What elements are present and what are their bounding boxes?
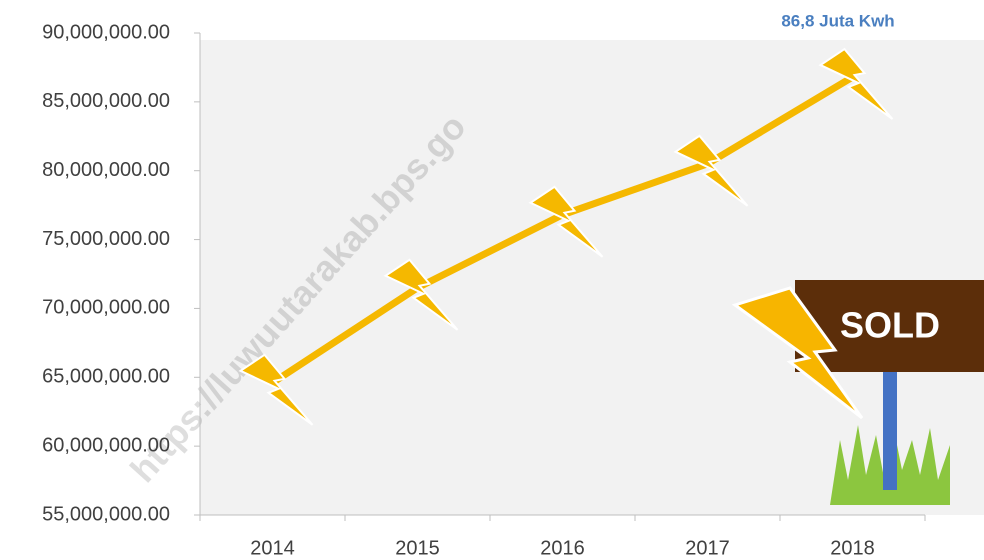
sign-board	[795, 280, 984, 372]
y-tick-label: 70,000,000.00	[42, 297, 170, 319]
big-bolt	[731, 286, 864, 420]
annotation: 86,8 Juta Kwh	[781, 11, 894, 30]
bolt-marker	[818, 47, 894, 120]
y-tick-label: 60,000,000.00	[42, 434, 170, 456]
y-tick-label: 90,000,000.00	[42, 21, 170, 43]
x-tick-label: 2018	[830, 537, 875, 559]
sign-post	[883, 360, 897, 490]
y-tick-label: 65,000,000.00	[42, 366, 170, 388]
bolt-marker	[528, 185, 604, 258]
x-tick-label: 2014	[250, 537, 295, 559]
bolt-marker	[238, 353, 314, 426]
bolt-marker	[383, 258, 459, 331]
x-tick-label: 2017	[685, 537, 730, 559]
y-tick-label: 80,000,000.00	[42, 159, 170, 181]
sign-text: SOLD	[840, 305, 940, 346]
x-tick-label: 2015	[395, 537, 440, 559]
y-tick-label: 55,000,000.00	[42, 503, 170, 525]
plot-background	[200, 40, 984, 515]
y-tick-label: 75,000,000.00	[42, 228, 170, 250]
decoration: SOLD	[731, 280, 984, 505]
bolt-marker	[673, 134, 749, 207]
y-tick-label: 85,000,000.00	[42, 90, 170, 112]
x-tick-label: 2016	[540, 537, 585, 559]
